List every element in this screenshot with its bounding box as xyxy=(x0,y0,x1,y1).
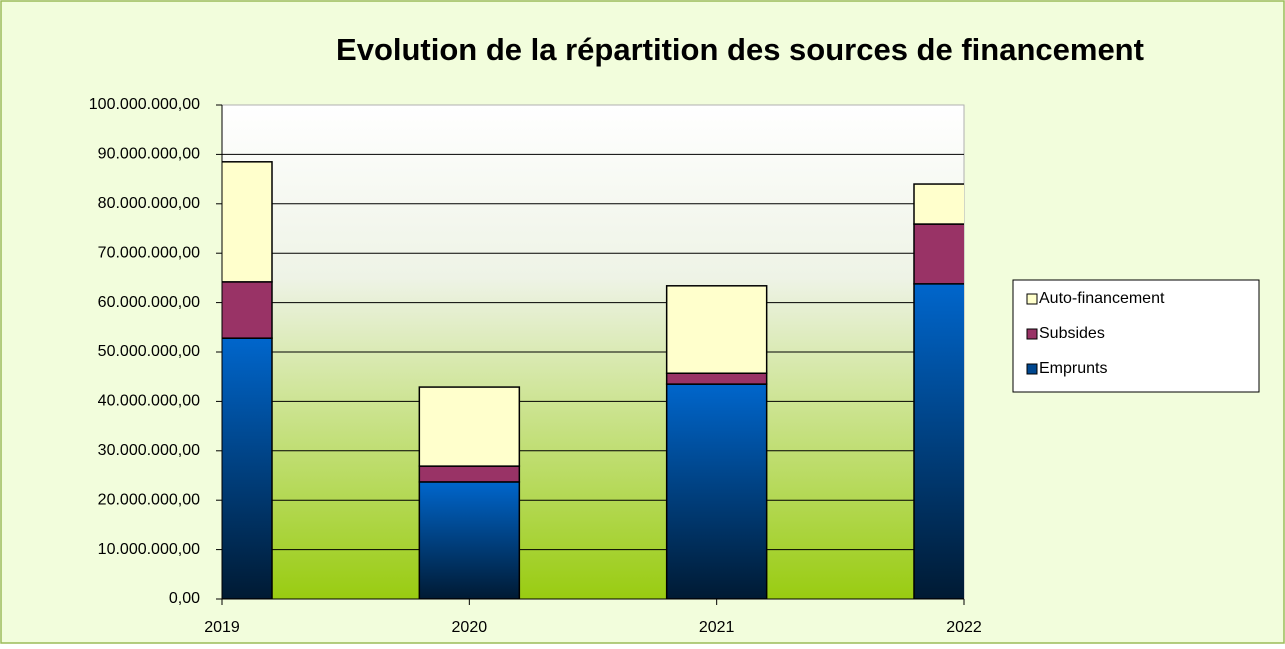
bar-segment xyxy=(913,223,964,285)
x-tick-label: 2020 xyxy=(452,619,488,636)
y-tick-label: 60.000.000,00 xyxy=(98,294,200,311)
y-tick-label: 100.000.000,00 xyxy=(89,96,200,113)
y-tick-label: 20.000.000,00 xyxy=(98,491,200,508)
y-tick-label: 30.000.000,00 xyxy=(98,442,200,459)
bar-segment xyxy=(913,183,964,225)
bar-segment xyxy=(665,383,768,599)
bar-segment xyxy=(222,161,273,283)
y-tick-label: 50.000.000,00 xyxy=(98,343,200,360)
x-tick-label: 2019 xyxy=(204,619,240,636)
y-tick-label: 40.000.000,00 xyxy=(98,393,200,410)
legend-swatch xyxy=(1026,328,1038,340)
bar-segment xyxy=(418,481,521,599)
legend-label: Subsides xyxy=(1039,325,1105,342)
bar-segment xyxy=(665,372,768,385)
bars xyxy=(222,161,964,599)
legend-swatch xyxy=(1026,293,1038,305)
legend-label: Emprunts xyxy=(1039,360,1107,377)
y-tick-label: 90.000.000,00 xyxy=(98,146,200,163)
legend xyxy=(1012,279,1260,393)
legend-swatch xyxy=(1026,363,1038,375)
legend-label: Auto-financement xyxy=(1039,290,1165,307)
bar-segment xyxy=(222,281,273,339)
bar-segment xyxy=(418,386,521,467)
y-tick-label: 0,00 xyxy=(169,590,200,607)
chart-title: Evolution de la répartition des sources … xyxy=(336,32,1144,67)
bar-segment xyxy=(913,283,964,599)
bar-segment xyxy=(418,465,521,483)
x-tick-label: 2021 xyxy=(699,619,735,636)
x-tick-label: 2022 xyxy=(946,619,982,636)
y-tick-label: 70.000.000,00 xyxy=(98,244,200,261)
y-tick-label: 10.000.000,00 xyxy=(98,541,200,558)
bar-segment xyxy=(222,337,273,599)
bar-segment xyxy=(665,285,768,374)
y-tick-label: 80.000.000,00 xyxy=(98,195,200,212)
